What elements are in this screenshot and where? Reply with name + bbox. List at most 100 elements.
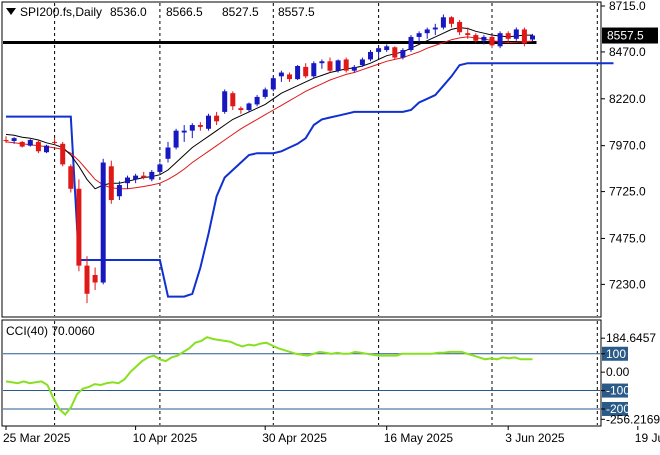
candle: [408, 35, 414, 52]
candle-body: [254, 96, 260, 105]
candle: [335, 59, 341, 73]
candle: [206, 113, 211, 131]
candle: [351, 65, 357, 73]
candle-body: [368, 51, 373, 60]
candle: [513, 27, 519, 41]
cci-tick-label: 0.00: [606, 365, 630, 379]
low-value: 8527.5: [222, 5, 259, 19]
price-tick-label: 7970.0: [609, 139, 646, 153]
candle-body: [35, 141, 41, 152]
cci-header-label: CCI(40) 70.0060: [6, 324, 95, 338]
candle-body: [351, 66, 357, 71]
candle-body: [262, 89, 268, 97]
high-value: 8566.5: [166, 5, 203, 19]
candle: [44, 144, 49, 154]
candle: [521, 27, 527, 47]
price-tick-label: 8220.0: [609, 92, 646, 106]
candle: [343, 57, 349, 73]
candle-body: [149, 171, 155, 180]
candle-body: [157, 164, 163, 172]
price-panel-frame: [1, 1, 602, 318]
candle-body: [303, 66, 309, 77]
candle: [84, 256, 90, 304]
cci-tick-label: -200: [606, 402, 630, 416]
cci-series: [5, 336, 533, 416]
price-tick-label: 7230.0: [609, 277, 646, 291]
candle: [359, 57, 365, 67]
candle: [165, 141, 171, 163]
candle: [481, 35, 487, 45]
candle-body: [108, 166, 114, 201]
candle-body: [400, 50, 406, 58]
candle-body: [335, 60, 341, 71]
candle: [303, 63, 309, 79]
candle: [230, 91, 236, 111]
cci-tick-label: 100: [606, 347, 626, 361]
candle: [11, 137, 17, 144]
cci-level-tag: [602, 401, 628, 416]
cci-tick-label: -256.2169: [606, 412, 660, 426]
candle: [424, 27, 430, 39]
price-series: [3, 27, 614, 298]
ma-slow-line: [5, 36, 533, 190]
cci-axis: 184.6457 100 0.00 -100 -200-256.2169: [601, 331, 660, 426]
candle-body: [343, 59, 349, 71]
candle: [311, 61, 317, 79]
candle-body: [52, 141, 58, 143]
chart-header: SPI200.fs,Daily 8536.0 8566.5 8527.5 855…: [6, 5, 315, 19]
candle: [449, 16, 454, 28]
cci-level-tag: [602, 346, 628, 361]
candle: [497, 31, 503, 49]
candle: [473, 33, 479, 43]
candle-body: [481, 36, 487, 41]
price-tick-label: 8470.0: [609, 45, 646, 59]
cci-panel-frame: [1, 319, 602, 427]
candle: [457, 20, 463, 36]
candle-body: [424, 29, 430, 34]
candle-body: [440, 17, 446, 28]
candle-body: [457, 21, 463, 33]
candle-body: [311, 63, 317, 77]
candle-body: [319, 61, 325, 64]
candle: [278, 70, 284, 82]
candle-body: [222, 91, 228, 112]
candle: [149, 170, 155, 182]
stop-line: [6, 62, 614, 298]
candle: [319, 59, 325, 69]
candle: [68, 164, 74, 193]
candle-body: [173, 130, 179, 148]
candle: [27, 139, 33, 147]
candle: [181, 125, 187, 142]
candle: [505, 31, 511, 43]
candlestick-series: [3, 14, 535, 304]
candle: [3, 136, 9, 143]
candle-body: [473, 35, 479, 41]
candle: [214, 111, 220, 126]
candle: [327, 57, 333, 73]
price-tick-label: 7725.0: [609, 185, 646, 199]
time-tick-label: 16 May 2025: [384, 431, 454, 445]
candle-body: [359, 59, 365, 66]
candle: [133, 173, 139, 184]
candle: [392, 46, 398, 60]
price-tick-label: 7475.0: [609, 231, 646, 245]
candle-body: [416, 33, 422, 37]
candle-body: [125, 177, 130, 184]
candle-body: [287, 74, 292, 80]
candle: [76, 179, 82, 272]
candle: [125, 175, 130, 189]
cci-tick-label: -100: [606, 384, 630, 398]
candle: [141, 171, 147, 180]
candle-body: [206, 115, 211, 129]
candle: [246, 102, 252, 112]
candle-body: [505, 33, 511, 39]
candle-body: [392, 47, 398, 58]
candle-body: [84, 265, 90, 294]
candle-body: [197, 125, 203, 127]
candle-body: [246, 103, 252, 111]
candle: [19, 140, 25, 148]
time-tick-label: 25 Mar 2025: [3, 431, 71, 445]
candle: [60, 141, 66, 167]
candle: [157, 162, 163, 174]
